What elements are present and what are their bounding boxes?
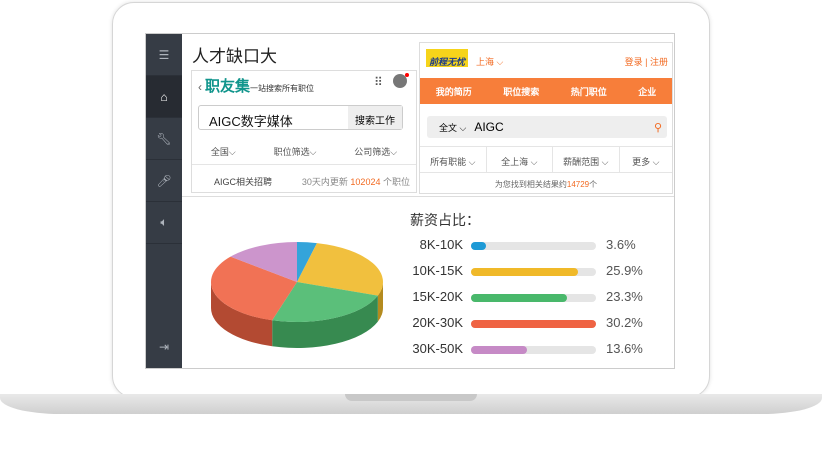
salary-percent: 30.2% xyxy=(606,315,643,330)
search-icon[interactable]: ⚲ xyxy=(653,121,662,134)
pie-slice-side xyxy=(211,282,273,347)
search-button[interactable]: 搜索工作 xyxy=(348,106,402,129)
zhiyouji-panel: ‹ 职友集 一站搜索所有职位 ⠿ AIGC数字媒体 搜索工作 全国⌵ 职位筛选⌵… xyxy=(191,70,417,193)
volume-icon[interactable]: 🔈︎ xyxy=(146,202,182,244)
job51-search-box: 全文 ⌵ AIGC ⚲ xyxy=(427,116,667,138)
filter-area[interactable]: 全上海 ⌵ xyxy=(487,147,554,172)
home-icon[interactable]: ⌂ xyxy=(146,76,182,118)
search-input[interactable]: AIGC数字媒体 xyxy=(209,114,293,129)
laptop-notch xyxy=(345,394,477,401)
pie-slice xyxy=(210,256,297,321)
pie-slice xyxy=(272,282,378,322)
salary-label: 15K-20K xyxy=(412,289,463,304)
brand-logo: 职友集 xyxy=(205,78,251,95)
page-title: 人才缺口大 xyxy=(192,47,277,66)
sidebar: ☰ ⌂ 🔧︎ 🎤︎ 🔈︎ ⇥ xyxy=(146,34,182,368)
notification-dot xyxy=(405,73,409,77)
job51-search-input[interactable]: AIGC xyxy=(474,120,504,134)
result-label: AIGC相关招聘 xyxy=(214,177,273,187)
logout-icon[interactable]: ⇥ xyxy=(158,340,170,354)
salary-label: 20K-30K xyxy=(412,315,463,330)
microphone-icon[interactable]: 🎤︎ xyxy=(146,160,182,202)
avatar-icon[interactable] xyxy=(393,74,407,88)
job51-logo: 前程无忧 xyxy=(426,49,468,67)
salary-bar xyxy=(471,294,596,302)
result-summary: 30天内更新 102024 个职位 xyxy=(301,177,410,187)
salary-label: 8K-10K xyxy=(419,237,463,252)
pie-slice-side xyxy=(272,295,378,348)
filter-salary[interactable]: 薪酬范围 ⌵ xyxy=(553,147,620,172)
salary-pie-chart xyxy=(210,242,383,348)
salary-bar xyxy=(471,346,596,354)
search-box: AIGC数字媒体 搜索工作 xyxy=(198,105,403,130)
auth-links[interactable]: 登录 | 注册 xyxy=(624,57,668,67)
salary-title: 薪资占比： xyxy=(410,212,480,228)
pie-slice-side xyxy=(377,282,383,322)
search-type-select[interactable]: 全文 ⌵ xyxy=(439,122,467,133)
filter-company[interactable]: 公司筛选⌵ xyxy=(354,147,398,157)
wrench-icon[interactable]: 🔧︎ xyxy=(146,118,182,160)
pie-slice xyxy=(297,243,383,296)
salary-label: 30K-50K xyxy=(412,341,463,356)
salary-percent: 13.6% xyxy=(606,341,643,356)
back-icon[interactable]: ‹ xyxy=(198,80,202,94)
pie-slice xyxy=(297,242,317,282)
nav-hot-jobs[interactable]: 热门职位 xyxy=(570,86,607,97)
job51-filters: 所有职能 ⌵ 全上海 ⌵ 薪酬范围 ⌵ 更多 ⌵ xyxy=(420,146,672,173)
pie-slice xyxy=(230,242,297,282)
menu-icon[interactable]: ☰ xyxy=(146,34,182,76)
salary-percent: 23.3% xyxy=(606,289,643,304)
job51-panel: 前程无忧 上海 ⌵ 登录 | 注册 我的简历 职位搜索 热门职位 企业 全文 ⌵… xyxy=(419,42,673,194)
salary-bar xyxy=(471,242,596,250)
screen: ☰ ⌂ 🔧︎ 🎤︎ 🔈︎ ⇥ 人才缺口大 ‹ 职友集 一站搜索所有职位 ⠿ AI… xyxy=(145,33,675,369)
job51-nav: 我的简历 职位搜索 热门职位 企业 xyxy=(420,78,672,104)
filter-more[interactable]: 更多 ⌵ xyxy=(632,157,660,167)
nav-company[interactable]: 企业 xyxy=(638,86,657,97)
filter-region[interactable]: 全国⌵ xyxy=(210,147,236,157)
job51-result-summary: 为您找到相关结果约14729个 xyxy=(494,180,598,189)
salary-percent: 3.6% xyxy=(606,237,636,252)
nav-job-search[interactable]: 职位搜索 xyxy=(503,86,540,97)
grid-icon[interactable]: ⠿ xyxy=(374,75,383,89)
laptop-base xyxy=(0,394,822,414)
nav-resume[interactable]: 我的简历 xyxy=(435,86,472,97)
filter-function[interactable]: 所有职能 ⌵ xyxy=(420,147,487,172)
salary-bar xyxy=(471,268,596,276)
salary-percent: 25.9% xyxy=(606,263,643,278)
salary-label: 10K-15K xyxy=(412,263,463,278)
slogan: 一站搜索所有职位 xyxy=(250,84,315,93)
city-select[interactable]: 上海 ⌵ xyxy=(476,57,504,67)
salary-bar xyxy=(471,320,596,328)
filter-position[interactable]: 职位筛选⌵ xyxy=(273,147,317,157)
